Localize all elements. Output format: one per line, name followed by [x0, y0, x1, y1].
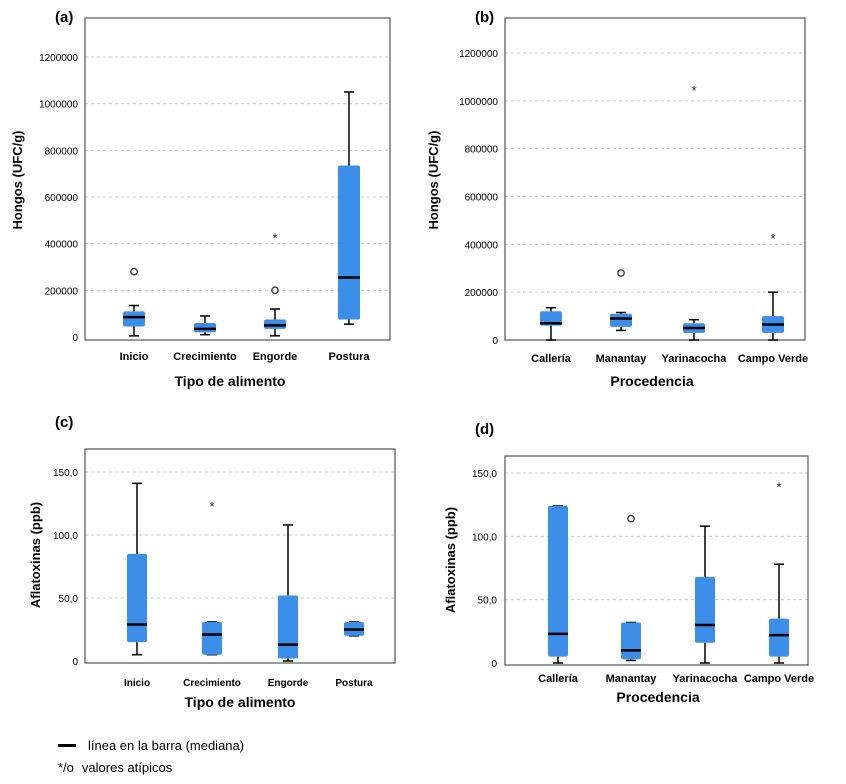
panel-d-ytick-label: 150,0	[472, 469, 497, 480]
panel-d-category-label: Yarinacocha	[673, 673, 739, 685]
panel-b-xlabel: Procedencia	[610, 373, 693, 389]
panel-c-ytick-label: 50,0	[59, 594, 79, 605]
panel-c-ytick-label: 100,0	[53, 531, 78, 542]
panel-d-label: (d)	[475, 421, 494, 438]
panel-c-category-label: Inicio	[124, 678, 150, 689]
panel-a-category-label: Inicio	[120, 351, 149, 363]
panel-d-ytick-label: 100,0	[472, 532, 497, 543]
panel-a-category-label: Postura	[329, 351, 371, 363]
panel-b-category-label: Manantay	[596, 353, 648, 365]
panel-c-frame	[84, 448, 396, 664]
panel-b-outlier-star: *	[691, 83, 696, 98]
panel-c-box	[202, 621, 222, 655]
panel-d-ylabel: Aflatoxinas (ppb)	[443, 507, 458, 613]
panel-a-ylabel: Hongos (UFC/g)	[10, 131, 25, 230]
panel-d-xlabel: Procedencia	[616, 689, 699, 705]
panel-a-outlier-circle	[271, 286, 279, 295]
panel-b-ytick-label: 600000	[465, 193, 499, 204]
panel-a-category-label: Crecimiento	[173, 351, 237, 363]
panel-c-box	[127, 553, 147, 643]
panel-a-ytick-label: 1000000	[39, 100, 78, 111]
panel-a-outlier-circle	[130, 267, 138, 276]
panel-d-box	[621, 622, 641, 660]
panel-d-outlier-star: *	[776, 480, 781, 495]
panel-d-category-label: Callería	[538, 673, 579, 685]
median-line-swatch	[58, 743, 76, 747]
panel-c-label: (c)	[55, 414, 73, 431]
panel-a-ytick-label: 600000	[45, 193, 79, 204]
panel-a-ytick-label: 0	[72, 333, 78, 344]
panel-a-category-label: Engorde	[253, 351, 298, 363]
panel-b-ytick-label: 0	[492, 336, 498, 347]
panel-b-box	[610, 313, 632, 327]
panel-c-box	[278, 595, 298, 659]
panel-c-ytick-label: 150,0	[53, 468, 78, 479]
panel-b-ytick-label: 1000000	[459, 97, 498, 108]
panel-d-box	[769, 618, 789, 657]
panel-d-category-label: Campo Verde	[744, 673, 814, 685]
panel-b-outlier-circle	[617, 269, 625, 277]
panel-d-category-label: Manantay	[606, 673, 658, 685]
legend-median-row: línea en la barra (mediana)	[58, 734, 244, 756]
panel-b-ytick-label: 1200000	[459, 49, 498, 60]
panel-c-category-label: Engorde	[268, 678, 309, 689]
panel-b-ytick-label: 400000	[465, 240, 499, 251]
panel-a-outlier-star: *	[272, 231, 277, 246]
panel-b-ylabel: Hongos (UFC/g)	[426, 131, 441, 230]
panel-b-frame	[504, 17, 806, 341]
panel-d-frame	[504, 455, 809, 666]
panel-c-ytick-label: 0	[72, 657, 78, 668]
legend-outlier-row: */o valores atípicos	[58, 756, 244, 778]
panel-d-outlier-circle	[627, 514, 635, 523]
panel-c-category-label: Crecimiento	[183, 678, 241, 689]
panel-b-label: (b)	[475, 9, 494, 26]
panel-c-outlier-star: *	[209, 499, 214, 514]
legend-median-label: línea en la barra (mediana)	[88, 737, 245, 753]
panel-c-ylabel: Aflatoxinas (ppb)	[28, 502, 43, 608]
legend: línea en la barra (mediana) */o valores …	[58, 734, 244, 778]
panel-d-ytick-label: 0	[491, 659, 497, 670]
legend-outlier-label: valores atípicos	[81, 759, 173, 775]
panel-a-xlabel: Tipo de alimento	[175, 373, 286, 389]
panel-b-ytick-label: 200000	[465, 288, 499, 299]
panel-d-ytick-label: 50,0	[478, 596, 498, 607]
panel-c-category-label: Postura	[335, 678, 373, 689]
panel-a-box	[338, 165, 360, 320]
panel-a-ytick-label: 1200000	[39, 53, 78, 64]
panel-a-frame	[84, 17, 391, 341]
panel-b-ytick-label: 800000	[465, 145, 499, 156]
panel-c-xlabel: Tipo de alimento	[185, 694, 296, 710]
panel-a-box	[123, 311, 145, 327]
legend-outlier-symbol: */o	[58, 759, 74, 775]
panel-b-outlier-star: *	[770, 231, 775, 246]
panel-b-category-label: Campo Verde	[738, 353, 808, 365]
panel-b-category-label: Yarinacocha	[662, 353, 728, 365]
panel-b-category-label: Callería	[531, 353, 572, 365]
panel-a-ytick-label: 400000	[45, 240, 79, 251]
panel-a-ytick-label: 200000	[45, 286, 79, 297]
panel-d-box	[695, 576, 715, 643]
panel-d-box	[548, 505, 568, 657]
panel-a-ytick-label: 800000	[45, 146, 79, 157]
panel-a-label: (a)	[55, 9, 73, 26]
